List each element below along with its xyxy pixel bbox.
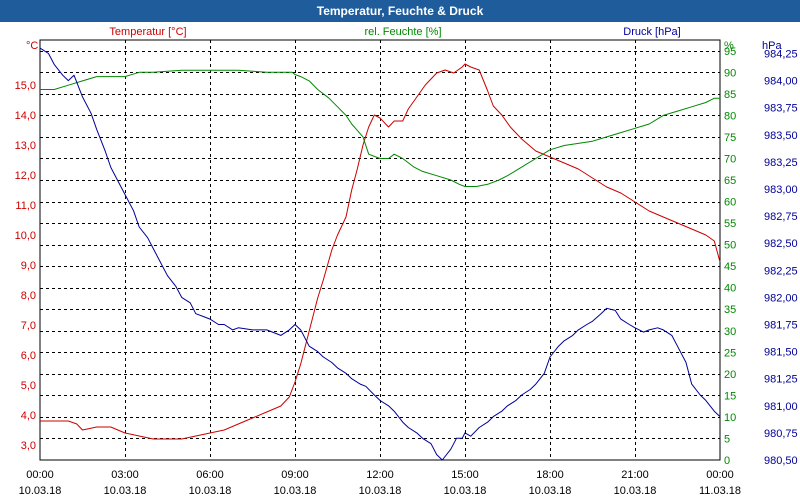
x-tick-date-label: 10.03.18 [19, 485, 62, 497]
temperature-tick-label: 7,0 [21, 320, 36, 332]
x-tick-time-label: 09:00 [281, 469, 309, 481]
x-tick-date-label: 10.03.18 [614, 485, 657, 497]
temperature-tick-label: 11,0 [15, 200, 36, 212]
humidity-tick-label: 85 [724, 89, 736, 101]
x-tick-time-label: 00:00 [26, 469, 54, 481]
grid-layer [39, 39, 721, 461]
humidity-tick-label: 65 [724, 175, 736, 187]
pressure-tick-label: 983,00 [764, 184, 798, 196]
x-tick-date-label: 10.03.18 [189, 485, 232, 497]
chart-area: Temperatur [°C] rel. Feuchte [%] Druck [hP… [15, 26, 798, 497]
x-tick-date-label: 11.03.18 [699, 485, 741, 497]
pressure-tick-label: 982,00 [764, 292, 798, 304]
x-tick-time-label: 18:00 [536, 469, 564, 481]
pressure-tick-label: 984,00 [764, 76, 798, 88]
temperature-tick-label: 8,0 [21, 290, 36, 302]
pressure-tick-label: 982,50 [764, 238, 798, 250]
temperature-tick-label: 15,0 [15, 80, 36, 92]
temperature-tick-label: 6,0 [21, 350, 36, 362]
x-tick-time-label: 21:00 [621, 469, 649, 481]
pressure-tick-label: 982,75 [764, 211, 798, 223]
pressure-unit-label: hPa [762, 40, 782, 52]
humidity-tick-label: 10 [724, 412, 736, 424]
humidity-tick-label: 25 [724, 347, 736, 359]
temperature-tick-label: 13,0 [15, 140, 36, 152]
x-tick-time-label: 00:00 [706, 469, 734, 481]
humidity-tick-label: 30 [724, 326, 736, 338]
temperature-tick-label: 3,0 [21, 440, 36, 452]
humidity-tick-label: 80 [724, 110, 736, 122]
humidity-tick-label: 75 [724, 132, 736, 144]
x-tick-time-label: 03:00 [111, 469, 139, 481]
humidity-tick-label: 40 [724, 283, 736, 295]
pressure-tick-label: 981,25 [764, 374, 798, 386]
x-tick-date-label: 10.03.18 [274, 485, 317, 497]
pressure-tick-label: 982,25 [764, 265, 798, 277]
humidity-tick-label: 50 [724, 240, 736, 252]
humidity-tick-label: 5 [724, 433, 730, 445]
pressure-tick-label: 981,75 [764, 320, 798, 332]
humidity-axis-header: rel. Feuchte [%] [364, 26, 441, 38]
humidity-tick-label: 15 [724, 390, 736, 402]
humidity-tick-label: 20 [724, 369, 736, 381]
humidity-tick-label: 70 [724, 153, 736, 165]
chart-title: Temperatur, Feuchte & Druck [316, 4, 484, 18]
humidity-tick-label: 45 [724, 261, 736, 273]
pressure-tick-label: 980,50 [764, 455, 798, 467]
pressure-line [39, 47, 721, 461]
temperature-tick-label: 10,0 [15, 230, 36, 242]
temperature-tick-label: 9,0 [21, 260, 36, 272]
pressure-tick-label: 983,25 [764, 157, 798, 169]
x-tick-date-label: 10.03.18 [529, 485, 572, 497]
x-tick-date-label: 10.03.18 [359, 485, 402, 497]
x-tick-time-label: 06:00 [196, 469, 224, 481]
x-tick-date-label: 10.03.18 [104, 485, 147, 497]
temperature-unit-label: °C [26, 40, 38, 52]
temperature-tick-label: 14,0 [15, 110, 36, 122]
x-tick-date-label: 10.03.18 [444, 485, 487, 497]
pressure-axis-header: Druck [hPa] [623, 26, 680, 38]
humidity-tick-label: 0 [724, 455, 730, 467]
axes-layer: Temperatur [°C] rel. Feuchte [%] Druck [hP… [15, 26, 798, 497]
temperature-tick-label: 12,0 [15, 170, 36, 182]
temperature-axis-header: Temperatur [°C] [109, 26, 186, 38]
x-tick-time-label: 12:00 [366, 469, 394, 481]
humidity-tick-label: 95 [724, 46, 736, 58]
series-layer [39, 47, 721, 461]
x-tick-time-label: 15:00 [451, 469, 479, 481]
pressure-tick-label: 983,75 [764, 103, 798, 115]
pressure-tick-label: 981,50 [764, 347, 798, 359]
humidity-tick-label: 90 [724, 67, 736, 79]
humidity-tick-label: 55 [724, 218, 736, 230]
pressure-tick-label: 980,75 [764, 428, 798, 440]
humidity-tick-label: 35 [724, 304, 736, 316]
humidity-line [40, 69, 720, 187]
pressure-tick-label: 981,00 [764, 401, 798, 413]
humidity-unit-label: % [724, 40, 734, 52]
temperature-tick-label: 5,0 [21, 380, 36, 392]
humidity-tick-label: 60 [724, 197, 736, 209]
chart-title-bar: Temperatur, Feuchte & Druck [0, 0, 800, 22]
temperature-line [40, 63, 721, 440]
pressure-tick-label: 984,25 [764, 49, 798, 61]
pressure-tick-label: 983,50 [764, 130, 798, 142]
temperature-tick-label: 4,0 [21, 410, 36, 422]
